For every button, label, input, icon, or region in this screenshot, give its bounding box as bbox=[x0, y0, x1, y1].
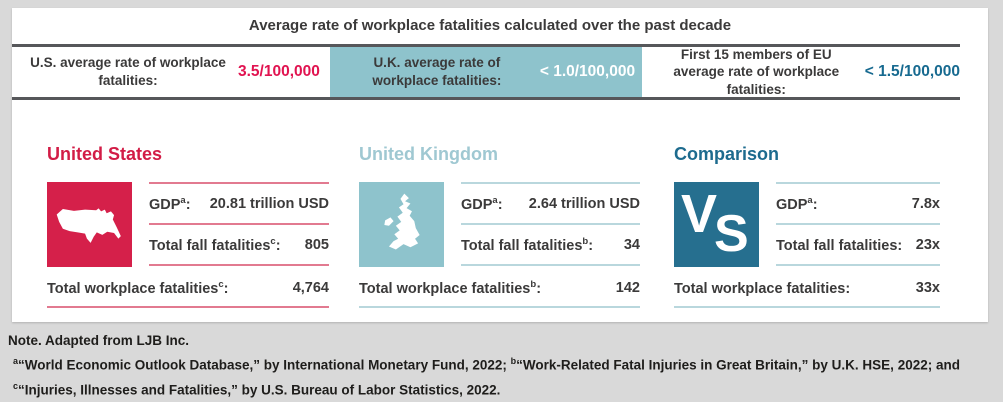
stats-comparison: GDPa: 7.8x Total fall fatalities: 23x bbox=[776, 182, 940, 267]
rate-value-uk: < 1.0/100,000 bbox=[539, 63, 636, 80]
stat-label: Total fall fatalitiesc: bbox=[149, 235, 281, 254]
footnote-marker-c: c bbox=[13, 380, 19, 391]
infographic-panel: Average rate of workplace fatalities cal… bbox=[12, 8, 988, 322]
gdp-row-comparison: GDPa: 7.8x bbox=[776, 182, 940, 223]
stat-value: 142 bbox=[615, 279, 640, 296]
workplace-fatalities-row-comparison: Total workplace fatalities: 33x bbox=[674, 279, 940, 308]
note-sources-line-1: a“World Economic Outlook Database,” by I… bbox=[13, 356, 960, 373]
vs-letter-v: V bbox=[681, 184, 718, 244]
rate-cell-uk: U.K. average rate of workplace fatalitie… bbox=[329, 47, 642, 97]
uk-map-icon bbox=[359, 182, 444, 267]
rule-line bbox=[461, 264, 640, 266]
note-sources-line-2: c“Injuries, Illnesses and Fatalities,” b… bbox=[13, 380, 501, 398]
stat-label: Total workplace fatalitiesc: bbox=[47, 279, 229, 297]
card-title-comparison: Comparison bbox=[674, 144, 780, 164]
card-united-states: United States GDPa: 20.81 trillion USD T… bbox=[47, 144, 329, 308]
rule-line bbox=[776, 264, 940, 266]
stat-value: 34 bbox=[623, 236, 640, 253]
card-title-united-kingdom: United Kingdom bbox=[359, 144, 498, 164]
stat-value: 23x bbox=[915, 236, 940, 253]
card-body-uk: GDPa: 2.64 trillion USD Total fall fatal… bbox=[359, 182, 640, 267]
fall-fatalities-row-us: Total fall fatalitiesc: 805 bbox=[149, 223, 329, 264]
stat-label: Total fall fatalities: bbox=[776, 237, 903, 254]
stat-label: Total fall fatalitiesb: bbox=[461, 235, 594, 254]
workplace-fatalities-row-us: Total workplace fatalitiesc: 4,764 bbox=[47, 279, 329, 308]
us-map-icon bbox=[47, 182, 132, 267]
figure-title: Average rate of workplace fatalities cal… bbox=[248, 17, 732, 34]
gdp-row-us: GDPa: 20.81 trillion USD bbox=[149, 182, 329, 223]
stat-label: GDPa: bbox=[149, 194, 191, 213]
fall-fatalities-row-comparison: Total fall fatalities: 23x bbox=[776, 223, 940, 264]
footnote-marker: b bbox=[582, 235, 589, 247]
rate-label-eu: First 15 members of EU average rate of w… bbox=[673, 46, 840, 97]
stat-value: 2.64 trillion USD bbox=[528, 195, 640, 212]
rate-value-us: 3.5/100,000 bbox=[238, 63, 320, 80]
footnote-marker-a: a bbox=[13, 356, 19, 366]
note-attribution: Note. Adapted from LJB Inc. bbox=[8, 333, 190, 348]
card-united-kingdom: United Kingdom GDPa: 2.64 trillion USD T… bbox=[359, 144, 640, 308]
stat-value: 20.81 trillion USD bbox=[209, 195, 329, 212]
rule-line bbox=[149, 264, 329, 266]
stats-us: GDPa: 20.81 trillion USD Total fall fata… bbox=[149, 182, 329, 267]
workplace-fatalities-row-uk: Total workplace fatalitiesb: 142 bbox=[359, 279, 640, 308]
footnote-marker: a bbox=[807, 194, 813, 206]
rate-label-us: U.S. average rate of workplace fatalitie… bbox=[30, 55, 226, 88]
card-title-united-states: United States bbox=[47, 144, 163, 164]
stat-value: 33x bbox=[915, 279, 940, 296]
card-comparison: Comparison V S GDPa: 7.8x Total fall fat… bbox=[674, 144, 940, 308]
rate-cell-eu: First 15 members of EU average rate of w… bbox=[642, 47, 960, 97]
footnote-marker: a bbox=[492, 194, 498, 206]
stat-label: Total workplace fatalities: bbox=[674, 280, 851, 297]
stat-value: 7.8x bbox=[911, 195, 940, 212]
stat-label: GDPa: bbox=[461, 194, 503, 213]
figure-notes: Note. Adapted from LJB Inc. a“World Econ… bbox=[8, 330, 1003, 400]
vs-letter-s: S bbox=[714, 205, 749, 263]
footnote-marker-b: b bbox=[510, 356, 517, 366]
footnote-marker: b bbox=[530, 279, 537, 290]
footnote-marker: c bbox=[218, 279, 224, 290]
rates-band: U.S. average rate of workplace fatalitie… bbox=[12, 44, 960, 100]
stats-uk: GDPa: 2.64 trillion USD Total fall fatal… bbox=[461, 182, 640, 267]
rate-label-uk: U.K. average rate of workplace fatalitie… bbox=[372, 55, 502, 88]
footnote-marker: c bbox=[270, 235, 276, 247]
card-body-comparison: V S GDPa: 7.8x Total fall fatalities: 23… bbox=[674, 182, 940, 267]
footnote-marker: a bbox=[180, 194, 186, 206]
fall-fatalities-row-uk: Total fall fatalitiesb: 34 bbox=[461, 223, 640, 264]
gdp-row-uk: GDPa: 2.64 trillion USD bbox=[461, 182, 640, 223]
card-body-us: GDPa: 20.81 trillion USD Total fall fata… bbox=[47, 182, 329, 267]
vs-icon: V S bbox=[674, 182, 759, 267]
stat-value: 805 bbox=[304, 236, 329, 253]
stat-value: 4,764 bbox=[292, 279, 329, 296]
rate-cell-us: U.S. average rate of workplace fatalitie… bbox=[12, 47, 330, 97]
stat-label: Total workplace fatalitiesb: bbox=[359, 279, 542, 297]
stat-label: GDPa: bbox=[776, 194, 818, 213]
rate-value-eu: < 1.5/100,000 bbox=[864, 63, 960, 80]
